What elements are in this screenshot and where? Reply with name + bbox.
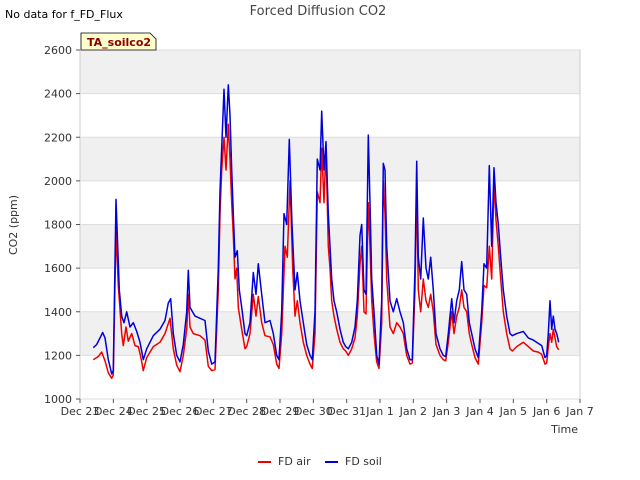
x-tick-label: Jan 3 <box>432 405 460 418</box>
gridlines <box>80 49 580 400</box>
x-tick-label: Dec 27 <box>194 405 233 418</box>
badge: TA_soilco2 <box>80 32 157 51</box>
x-tick-label: Dec 29 <box>261 405 300 418</box>
y-tick-label: 2200 <box>44 131 72 144</box>
y-tick-label: 2600 <box>44 44 72 57</box>
plot-band <box>80 311 580 356</box>
series-line-fd-soil <box>92 84 560 375</box>
x-tick-label: Jan 1 <box>365 405 393 418</box>
x-tick-label: Jan 5 <box>499 405 527 418</box>
y-tick-label: 1600 <box>44 262 72 275</box>
x-tick-label: Dec 26 <box>161 405 200 418</box>
y-tick-label: 2000 <box>44 175 72 188</box>
x-tick-label: Dec 31 <box>327 405 366 418</box>
y-tick-label: 2400 <box>44 88 72 101</box>
plot-band <box>80 137 580 181</box>
legend-label-fd-air: FD air <box>278 455 311 468</box>
y-tick-label: 1200 <box>44 349 72 362</box>
x-tick-label: Jan 2 <box>399 405 427 418</box>
y-tick-label: 1400 <box>44 306 72 319</box>
x-tick-label: Jan 4 <box>465 405 493 418</box>
x-tick-label: Dec 30 <box>294 405 333 418</box>
legend-label-fd-soil: FD soil <box>345 455 382 468</box>
x-tick-label: Jan 7 <box>565 405 593 418</box>
y-axis: 1000 1200 1400 1600 1800 2000 2200 2400 2600 <box>44 44 80 406</box>
x-tick-label: Dec 23 <box>61 405 100 418</box>
x-axis-label: Time <box>550 423 578 436</box>
plot-background-bands <box>80 50 580 356</box>
x-tick-label: Dec 25 <box>127 405 166 418</box>
x-tick-label: Jan 6 <box>532 405 560 418</box>
plot-band <box>80 50 580 94</box>
top-note: No data for f_FD_Flux <box>5 8 123 21</box>
legend: FD air FD soil <box>258 455 382 468</box>
series-lines <box>92 84 560 380</box>
x-tick-label: Dec 24 <box>94 405 133 418</box>
x-tick-label: Dec 28 <box>227 405 266 418</box>
chart-title: Forced Diffusion CO2 <box>250 4 387 19</box>
y-tick-label: 1800 <box>44 219 72 232</box>
badge-label: TA_soilco2 <box>87 36 151 49</box>
badge-shape <box>80 32 157 51</box>
y-axis-label: CO2 (ppm) <box>7 195 20 255</box>
y-tick-label: 1000 <box>44 393 72 406</box>
